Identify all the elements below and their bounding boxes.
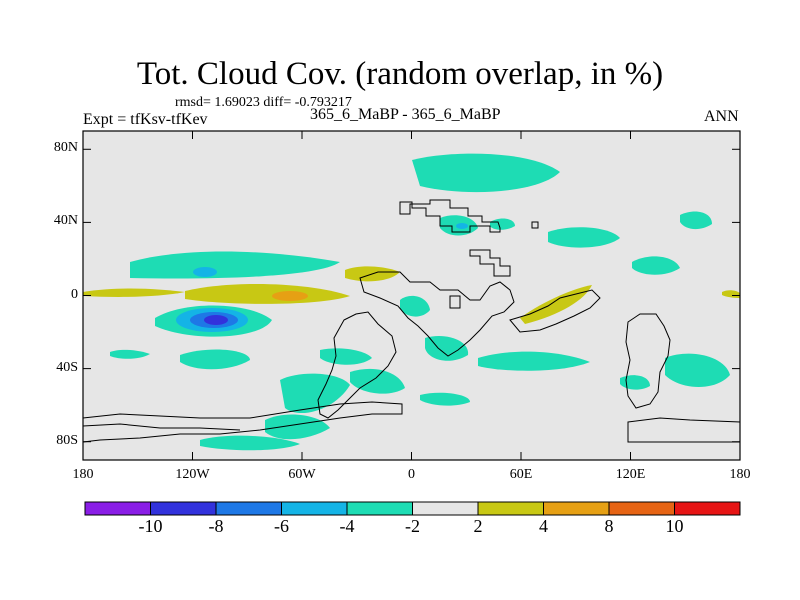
anomaly-patch bbox=[456, 223, 468, 229]
anomaly-patch bbox=[204, 315, 228, 325]
colorbar-label: 4 bbox=[539, 516, 548, 536]
stats-text: rmsd= 1.69023 diff= -0.793217 bbox=[175, 95, 352, 110]
colorbar bbox=[84, 501, 741, 516]
lat-tick-label: 40S bbox=[56, 359, 78, 375]
lon-tick-label: 60E bbox=[509, 467, 533, 482]
colorbar-label: 10 bbox=[665, 516, 684, 536]
colorbar-label: -8 bbox=[208, 516, 224, 536]
colorbar-swatch bbox=[281, 501, 348, 516]
lon-tick-label: 180 bbox=[72, 467, 94, 482]
colorbar-label: -6 bbox=[274, 516, 289, 536]
anomaly-patch bbox=[425, 335, 469, 361]
coastline bbox=[469, 249, 511, 277]
colorbar-swatch bbox=[477, 501, 544, 516]
anomaly-patch bbox=[185, 283, 350, 304]
lon-tick-label: 60W bbox=[288, 467, 316, 482]
coastline bbox=[399, 199, 501, 233]
coastline bbox=[359, 271, 515, 357]
colorbar-swatch bbox=[608, 501, 675, 516]
lat-tick-label: 80N bbox=[53, 140, 78, 156]
lon-tick-label: 180 bbox=[729, 467, 751, 482]
coastline bbox=[82, 401, 403, 443]
anomaly-patch bbox=[632, 256, 680, 275]
season-label: ANN bbox=[704, 108, 739, 125]
colorbar-swatch bbox=[215, 501, 282, 516]
anomaly-patch bbox=[180, 349, 250, 370]
lat-tick-label: 0 bbox=[71, 286, 78, 302]
anomaly-patch bbox=[110, 349, 150, 359]
colorbar-label: -10 bbox=[138, 516, 163, 536]
lon-tick-label: 0 bbox=[408, 467, 415, 482]
lat-tick-label: 80S bbox=[56, 432, 78, 448]
anomaly-shading bbox=[83, 153, 740, 451]
colorbar-swatch bbox=[346, 501, 413, 516]
colorbar-label: -4 bbox=[339, 516, 355, 536]
coastline bbox=[625, 313, 671, 409]
lon-tick-label: 120E bbox=[615, 467, 646, 482]
axis-ticks bbox=[82, 131, 741, 460]
anomaly-patch bbox=[265, 414, 330, 440]
colorbar-label: -2 bbox=[405, 516, 420, 536]
lat-tick-label: 40N bbox=[53, 213, 78, 229]
anomaly-patch bbox=[130, 251, 340, 279]
anomaly-patch bbox=[272, 291, 308, 301]
experiment-label: Expt = tfKsv-tfKev bbox=[83, 111, 208, 128]
anomaly-patch bbox=[420, 392, 470, 406]
anomaly-patch bbox=[490, 218, 515, 230]
anomaly-patch bbox=[280, 373, 350, 414]
anomaly-patch bbox=[350, 368, 405, 394]
anomaly-patch bbox=[83, 288, 185, 297]
coastline bbox=[531, 221, 539, 229]
anomaly-patch bbox=[680, 211, 712, 230]
anomaly-patch bbox=[193, 267, 217, 277]
anomaly-patch bbox=[412, 153, 560, 193]
subtitle: 365_6_MaBP - 365_6_MaBP bbox=[310, 106, 501, 123]
anomaly-patch bbox=[548, 227, 620, 248]
colorbar-label: 8 bbox=[604, 516, 614, 536]
colorbar-swatch bbox=[543, 501, 610, 516]
colorbar-label: 2 bbox=[473, 516, 483, 536]
colorbar-swatch bbox=[150, 501, 217, 516]
anomaly-patch bbox=[478, 351, 590, 371]
coastline bbox=[82, 423, 241, 431]
colorbar-swatch bbox=[674, 501, 741, 516]
lon-tick-label: 120W bbox=[175, 467, 210, 482]
map-background bbox=[83, 131, 740, 460]
coastline bbox=[449, 295, 461, 309]
anomaly-patch bbox=[620, 375, 650, 390]
anomaly-patch bbox=[200, 435, 300, 451]
anomaly-patch bbox=[400, 295, 430, 317]
anomaly-patch bbox=[320, 348, 372, 365]
colorbar-swatch bbox=[412, 501, 479, 516]
anomaly-patch bbox=[665, 353, 730, 388]
coastline bbox=[509, 289, 601, 333]
anomaly-patch bbox=[722, 290, 740, 298]
plot-title: Tot. Cloud Cov. (random overlap, in %) bbox=[136, 56, 664, 92]
coastlines bbox=[82, 199, 741, 443]
coastline bbox=[317, 311, 397, 419]
colorbar-swatch bbox=[84, 501, 151, 516]
